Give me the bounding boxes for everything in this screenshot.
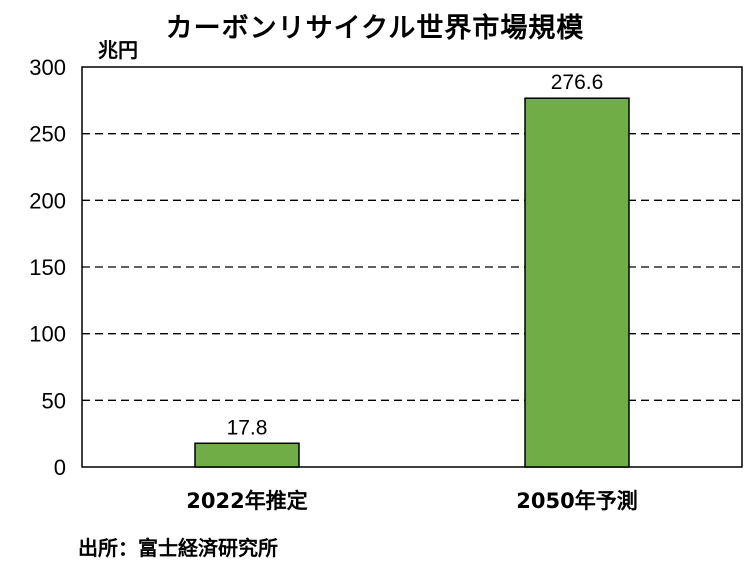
y-axis-unit-label: 兆円 [98,38,138,62]
y-tick-label: 300 [29,55,66,80]
data-label: 276.6 [551,71,604,94]
x-tick-label: 2050年予測 [516,489,637,513]
x-tick-label: 2022年推定 [186,489,307,513]
y-tick-label: 200 [29,188,66,213]
bar [194,442,300,468]
y-tick-label: 50 [42,388,66,413]
bar [524,97,630,468]
source-note: 出所：富士経済研究所 [78,536,278,560]
chart-title: カーボンリサイクル世界市場規模 [165,13,585,44]
y-tick-label: 100 [29,322,66,347]
data-label: 17.8 [227,416,268,439]
y-tick-label: 0 [54,455,66,480]
y-tick-label: 150 [29,255,66,280]
plot-area-border [81,66,743,468]
y-tick-label: 250 [29,122,66,147]
